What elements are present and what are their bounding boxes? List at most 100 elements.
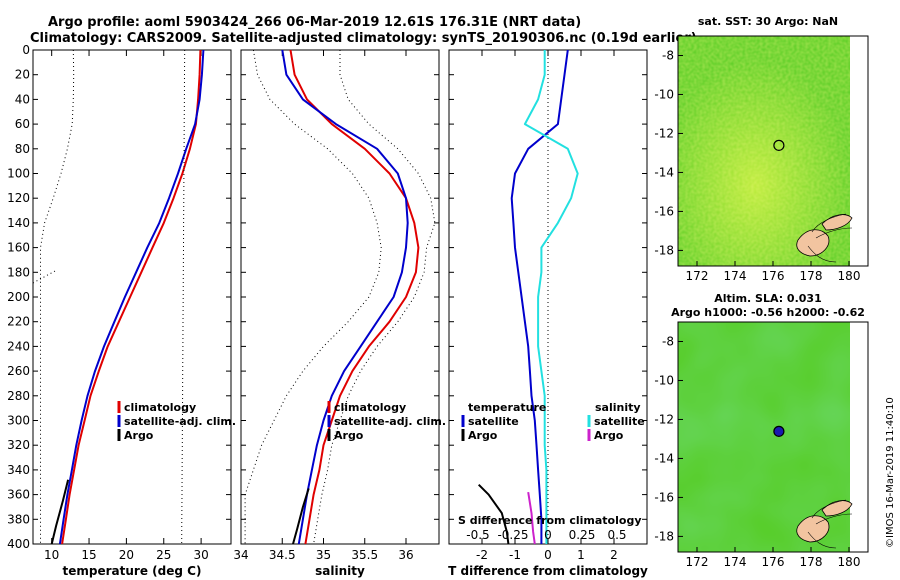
s-tick-label: 0.5 [607,528,626,542]
lon-tick-label: 180 [838,555,861,569]
x-tick-label: 0 [544,548,552,562]
series-line-satellite-adj-clim- [281,49,409,545]
depth-tick-label: 360 [7,488,30,502]
temperature-series [50,49,205,545]
lat-tick-label: -10 [654,373,674,387]
depth-tick-label: 240 [7,339,30,353]
sla-reef-contours [807,499,853,549]
lat-tick-label: -8 [662,334,674,348]
depth-tick-label: 340 [7,463,30,477]
lat-tick-label: -18 [654,243,674,257]
x-tick-label: -1 [509,548,521,562]
lon-tick-label: 174 [724,555,747,569]
sst-map: sat. SST: 30 Argo: NaN 172 174 176 178 180 -… [654,15,869,283]
depth-tick-label: 60 [15,117,30,131]
lat-tick-label: -12 [654,126,674,140]
legend-climatology-label: climatology [124,401,196,414]
sst-map-y-axis: -8 -10 -12 -14 -16 -18 [654,48,683,257]
depth-tick-label: 40 [15,92,30,106]
sla-island-viti-levu [796,515,830,543]
temperature-max-envelope [181,49,186,545]
salinity-x-axis: 34 34.5 35 35.5 36 [233,50,414,562]
depth-tick-label: 400 [7,537,30,551]
difference-panel-frame [448,49,648,545]
x-tick-label: 35.5 [351,548,378,562]
depth-tick-label: 200 [7,290,30,304]
x-tick-label: 1 [577,548,585,562]
legend-temp-satellite-label: satellite [468,415,519,428]
depth-tick-label: 300 [7,414,30,428]
x-tick-label: 15 [81,548,96,562]
lat-tick-label: -14 [654,451,674,465]
depth-tick-label: 120 [7,191,30,205]
s-tick-label: -0.25 [497,528,528,542]
sla-map-nodata [850,322,868,552]
series-line-salinity-satellite [523,50,579,544]
legend-satellite-label: satellite-adj. clim. [124,415,236,428]
lat-tick-label: -18 [654,529,674,543]
temperature-mixed-layer-marker [32,270,56,284]
difference-xlabel: T difference from climatology [448,564,648,578]
salinity-series [281,49,420,545]
x-tick-label: 30 [193,548,208,562]
difference-panel: -2 -1 0 1 2 T difference from climatology S … [448,49,648,578]
sla-map-subtitle: Argo h1000: -0.56 h2000: -0.62 [671,306,865,319]
depth-tick-label: 320 [7,438,30,452]
depth-tick-label: 180 [7,265,30,279]
salinity-difference-title: S difference from climatology [458,514,642,527]
depth-tick-label: 160 [7,241,30,255]
sla-map-y-axis: -8 -10 -12 -14 -16 -18 [654,334,683,543]
sst-reef-contours [807,213,853,263]
legend-argo-label: Argo [124,429,154,442]
difference-legend-temperature: temperature satellite Argo [461,401,546,442]
temperature-legend: climatology satellite-adj. clim. Argo [117,401,236,442]
series-line-argo [292,488,310,545]
temperature-panel: 0 20 40 60 80 100 120 140 160 180 200 220 240 260 280 3… [7,43,236,578]
series-line-climatology [61,49,202,545]
sla-map: Altim. SLA: 0.031 Argo h1000: -0.56 h200… [654,292,869,569]
legend-temperature-title: temperature [468,401,546,414]
legend-temp-argo-label: Argo [468,429,498,442]
difference-series [477,49,579,545]
sst-map-title: sat. SST: 30 Argo: NaN [698,15,838,28]
legend-argo-label: Argo [334,429,364,442]
lon-tick-label: 178 [800,269,823,283]
x-tick-label: 34.5 [269,548,296,562]
temperature-xlabel: temperature (deg C) [63,564,202,578]
s-tick-label: -0.5 [466,528,489,542]
lon-tick-label: 174 [724,269,747,283]
x-tick-label: 36 [398,548,413,562]
series-line-climatology [289,49,420,545]
x-tick-label: 10 [44,548,59,562]
legend-climatology-label: climatology [334,401,406,414]
depth-tick-label: 140 [7,216,30,230]
depth-tick-label: 0 [22,43,30,57]
series-line-satellite-adj-clim- [58,49,205,545]
series-line-argo [50,479,70,545]
difference-legend-salinity: salinity satellite Argo [587,401,645,442]
depth-tick-label: 260 [7,364,30,378]
sla-map-texture [678,322,850,552]
lat-tick-label: -8 [662,48,674,62]
lat-tick-label: -14 [654,165,674,179]
x-tick-label: 2 [610,548,618,562]
lat-tick-label: -10 [654,87,674,101]
lon-tick-label: 180 [838,269,861,283]
salinity-min-envelope [244,49,382,544]
lat-tick-label: -12 [654,412,674,426]
depth-tick-label: 80 [15,142,30,156]
lon-tick-label: 176 [762,555,785,569]
x-tick-label: 34 [233,548,248,562]
sst-island-viti-levu [796,229,830,257]
temperature-min-envelope [40,49,75,544]
temperature-panel-frame [32,49,232,545]
s-tick-label: 0.25 [569,528,596,542]
title-line-1: Argo profile: aoml 5903424_266 06-Mar-20… [48,15,581,30]
lat-tick-label: -16 [654,490,674,504]
sst-map-x-axis: 172 174 176 178 180 [686,261,861,283]
salinity-panel-frame [240,49,440,545]
salinity-xlabel: salinity [315,564,365,578]
legend-salinity-title: salinity [595,401,641,414]
sla-map-x-axis: 172 174 176 178 180 [686,547,861,569]
